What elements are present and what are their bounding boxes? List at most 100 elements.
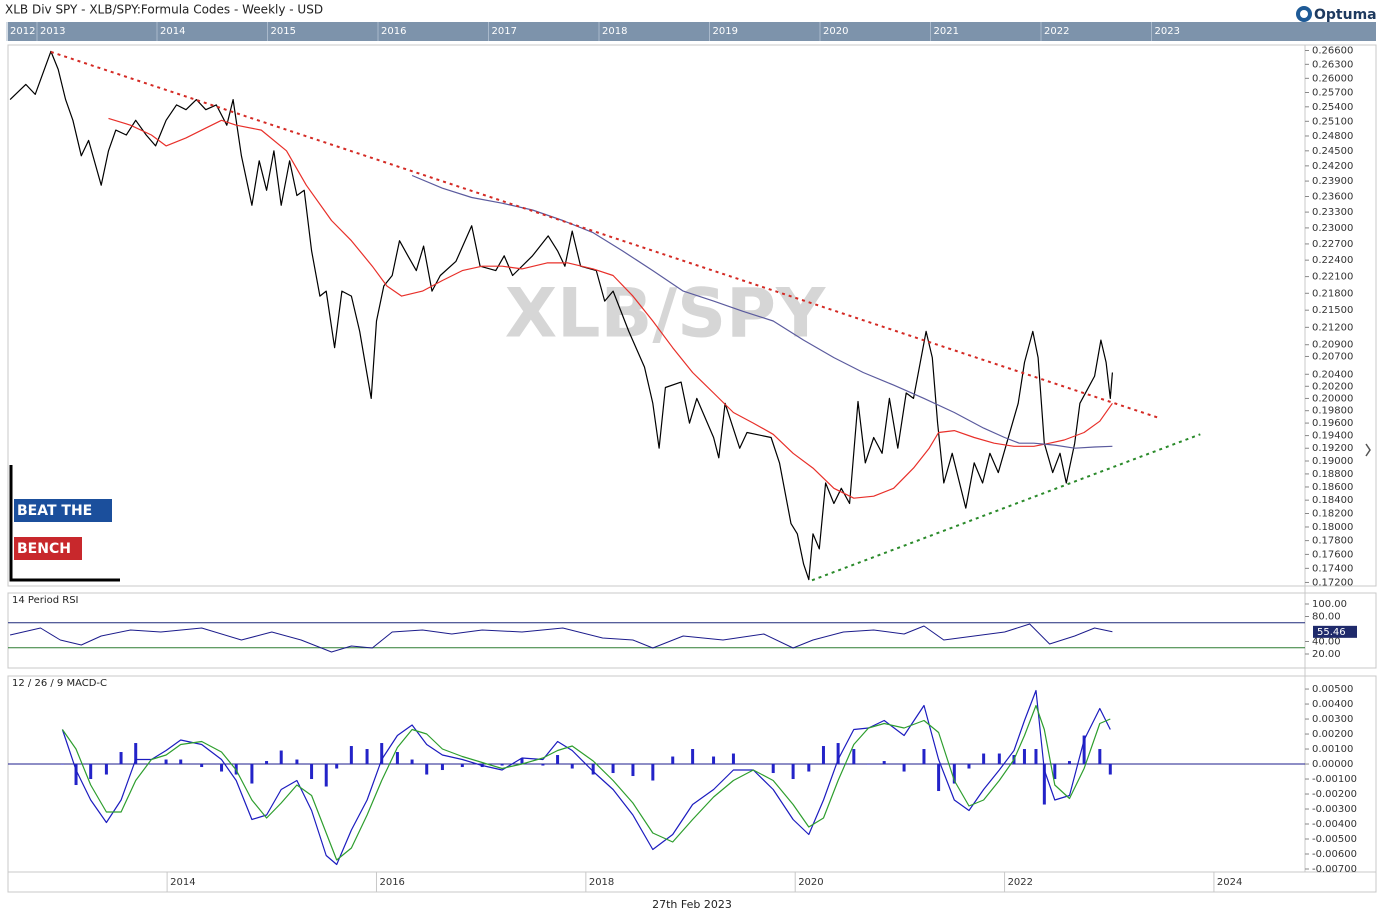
- y-tick-label: -0.00100: [1312, 774, 1357, 785]
- y-tick-label: 0.00200: [1312, 729, 1353, 740]
- y-tick-label: 0.26600: [1312, 45, 1353, 56]
- histogram-bar: [997, 753, 1001, 765]
- navigator-year: 2013: [40, 26, 65, 37]
- beat-the-bench-logo: BEAT THE BENCH: [9, 465, 120, 582]
- histogram-bar: [60, 764, 64, 765]
- navigator-year: 2022: [1044, 26, 1069, 37]
- histogram-bar: [771, 764, 775, 774]
- chart-title: XLB Div SPY - XLB/SPY:Formula Codes - We…: [5, 3, 323, 17]
- navigator-year: 2017: [492, 26, 517, 37]
- y-tick-label: 0.20900: [1312, 340, 1353, 351]
- line-series: [50, 50, 1160, 420]
- histogram-bar: [200, 764, 204, 768]
- y-tick-label: 0.19600: [1312, 418, 1353, 429]
- histogram-bar: [1034, 749, 1038, 765]
- brand-name: Optuma: [1314, 7, 1377, 23]
- navigator-year: 2023: [1155, 26, 1180, 37]
- histogram-bar: [791, 764, 795, 780]
- y-tick-label: 0.18400: [1312, 495, 1353, 506]
- histogram-bar: [821, 746, 825, 765]
- histogram-bar: [1053, 764, 1057, 780]
- line-series: [411, 174, 1113, 449]
- y-tick-label: 0.24500: [1312, 146, 1353, 157]
- y-tick-label: 20.00: [1312, 649, 1341, 660]
- histogram-bar: [89, 764, 93, 780]
- footer-date: 27th Feb 2023: [652, 898, 732, 911]
- y-tick-label: -0.00500: [1312, 834, 1357, 845]
- y-tick-label: 0.19800: [1312, 406, 1353, 417]
- logo-text: BENCH: [17, 541, 71, 557]
- histogram-bar: [1082, 735, 1086, 765]
- histogram-bar: [74, 764, 78, 786]
- histogram-bar: [712, 756, 716, 765]
- y-tick-label: -0.00200: [1312, 789, 1357, 800]
- histogram-bar: [1108, 764, 1112, 775]
- histogram-bar: [349, 746, 353, 765]
- y-tick-label: 0.21800: [1312, 288, 1353, 299]
- histogram-bar: [570, 764, 574, 769]
- histogram-bar: [556, 755, 560, 765]
- y-tick-label: 0.18600: [1312, 482, 1353, 493]
- histogram-bar: [335, 764, 339, 769]
- collapse-button[interactable]: [1365, 443, 1371, 457]
- navigator-year: 2020: [823, 26, 848, 37]
- histogram-bar: [671, 756, 675, 765]
- histogram-bar: [500, 764, 504, 766]
- histogram-bar: [952, 764, 956, 784]
- y-tick-label: 80.00: [1312, 612, 1341, 623]
- y-tick-label: 0.20400: [1312, 369, 1353, 380]
- y-tick-label: 0.20700: [1312, 351, 1353, 362]
- y-tick-label: 0.19400: [1312, 431, 1353, 442]
- y-tick-label: 0.17200: [1312, 577, 1353, 588]
- panel-title: 14 Period RSI: [12, 595, 79, 606]
- line-series: [61, 704, 1111, 861]
- y-tick-label: 0.18200: [1312, 508, 1353, 519]
- y-tick-label: 0.19200: [1312, 443, 1353, 454]
- y-tick-label: 0.17400: [1312, 563, 1353, 574]
- histogram-bar: [836, 743, 840, 765]
- brand-logo[interactable]: Optuma: [1296, 6, 1377, 23]
- logo-box-blue: [14, 499, 112, 522]
- rsi-panel: [7, 592, 1377, 669]
- y-tick-label: 0.00400: [1312, 699, 1353, 710]
- value-tag: [1313, 625, 1357, 638]
- line-series: [9, 623, 1113, 653]
- line-series: [61, 689, 1111, 866]
- logo-frame: [9, 465, 120, 582]
- navigator[interactable]: [8, 22, 1376, 41]
- y-tick-label: 0.25700: [1312, 87, 1353, 98]
- y-tick-label: -0.00300: [1312, 804, 1357, 815]
- x-tick-label: 2020: [798, 877, 823, 888]
- histogram-bar: [1042, 764, 1046, 805]
- y-tick-label: 0.22400: [1312, 255, 1353, 266]
- x-tick-label: 2018: [589, 877, 614, 888]
- histogram-bar: [134, 743, 138, 765]
- panel-title: 12 / 26 / 9 MACD-C: [12, 678, 107, 689]
- histogram-bar: [149, 764, 153, 765]
- line-series: [108, 117, 1113, 499]
- histogram-bar: [265, 761, 269, 765]
- y-tick-label: 0.26300: [1312, 59, 1353, 70]
- y-tick-label: 0.24200: [1312, 161, 1353, 172]
- y-tick-label: 0.18800: [1312, 469, 1353, 480]
- histogram-bar: [967, 764, 971, 769]
- logo-text: BEAT THE: [17, 503, 92, 519]
- histogram-bar: [324, 764, 328, 787]
- value-tag-label: 55.46: [1317, 627, 1346, 638]
- y-tick-label: 0.19000: [1312, 456, 1353, 467]
- histogram-bar: [866, 764, 870, 765]
- y-tick-label: 100.00: [1312, 599, 1347, 610]
- y-tick-label: 0.24800: [1312, 131, 1353, 142]
- y-tick-label: 0.21500: [1312, 305, 1353, 316]
- y-tick-label: 0.23300: [1312, 207, 1353, 218]
- y-tick-label: 0.00100: [1312, 744, 1353, 755]
- y-tick-label: 0.00300: [1312, 714, 1353, 725]
- histogram-bar: [731, 753, 735, 765]
- histogram-bar: [220, 764, 224, 772]
- price-panel: [7, 44, 1377, 587]
- x-tick-label: 2022: [1008, 877, 1033, 888]
- y-tick-label: 0.21200: [1312, 322, 1353, 333]
